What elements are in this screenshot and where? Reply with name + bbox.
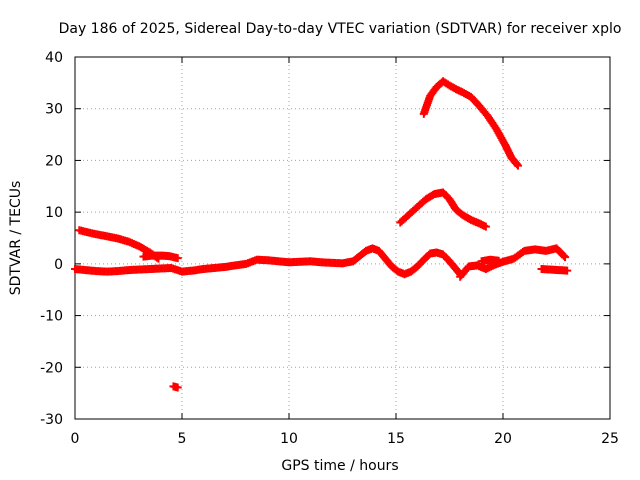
x-tick-label: 10: [280, 431, 298, 447]
y-tick-label: -20: [40, 360, 63, 376]
data-marks: [71, 77, 572, 392]
y-tick-label: 0: [54, 257, 63, 273]
series-track-9: [537, 265, 572, 275]
series-track-6: [419, 77, 522, 170]
series-track-5: [396, 188, 490, 231]
data-point: [559, 251, 568, 260]
y-axis-label: SDTVAR / TECUs: [8, 181, 24, 296]
data-point: [173, 383, 182, 392]
data-point: [481, 222, 490, 231]
tick-labels: 0 5 10 15 20 25 -30 -20 -10 0 10 20 30 40: [40, 50, 619, 447]
data-point: [494, 256, 503, 265]
series-track-7: [456, 244, 570, 281]
plot-frame: [74, 56, 611, 420]
x-tick-label: 25: [601, 431, 619, 447]
x-tick-label: 20: [494, 431, 512, 447]
axis-ticks: [74, 56, 611, 420]
data-point: [563, 266, 572, 275]
y-tick-label: 40: [45, 50, 63, 66]
x-tick-label: 15: [387, 431, 405, 447]
x-tick-label: 0: [71, 431, 80, 447]
series-track-8: [477, 255, 503, 266]
x-axis-label: GPS time / hours: [281, 458, 398, 474]
data-point: [513, 161, 522, 170]
data-point: [173, 254, 182, 263]
data-point: [512, 160, 521, 169]
series-track-3: [139, 251, 182, 263]
series-track-1: [71, 244, 465, 279]
chart-title: Day 186 of 2025, Sidereal Day-to-day VTE…: [59, 21, 622, 37]
y-tick-label: -10: [40, 309, 63, 325]
data-point: [561, 253, 570, 262]
y-tick-label: -30: [40, 412, 63, 428]
series-track-4: [169, 382, 182, 392]
y-tick-label: 30: [45, 102, 63, 118]
y-tick-label: 10: [45, 205, 63, 221]
y-tick-label: 20: [45, 153, 63, 169]
grid: [75, 57, 610, 419]
x-tick-label: 5: [178, 431, 187, 447]
